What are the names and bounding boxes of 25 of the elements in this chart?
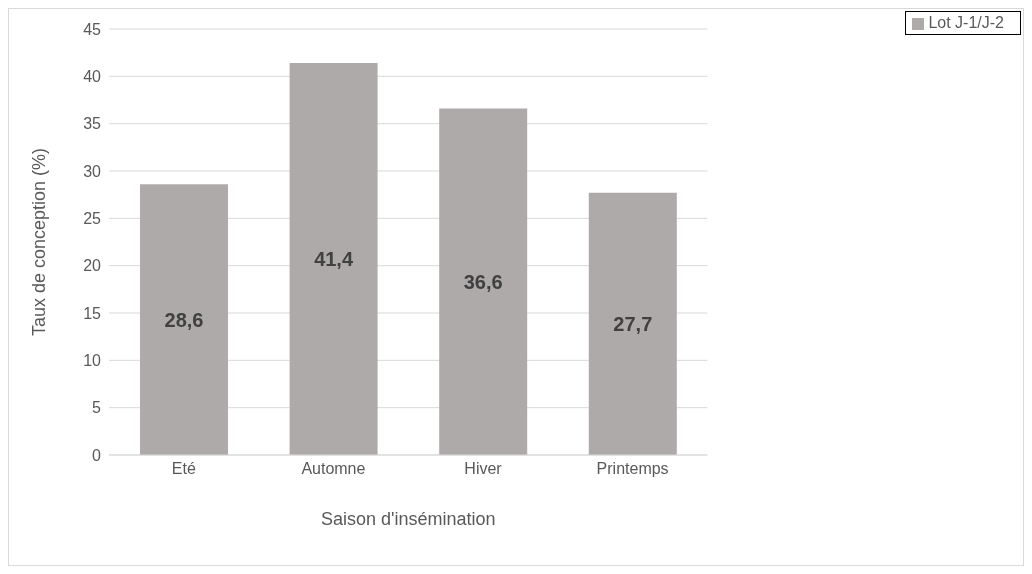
- x-axis-title: Saison d'insémination: [320, 509, 496, 529]
- y-tick-label: 10: [83, 352, 102, 370]
- bar: [439, 108, 528, 455]
- y-tick-label: 35: [83, 115, 102, 133]
- text: 36,6: [463, 270, 503, 293]
- y-tick-label: 15: [83, 304, 102, 322]
- y-tick-label: 20: [83, 257, 102, 275]
- x-tick-label: Automne: [301, 460, 366, 478]
- text: 27,7: [613, 312, 653, 335]
- y-tick-label: 30: [83, 162, 102, 180]
- text: 28,6: [164, 308, 204, 331]
- y-tick-label: 40: [83, 68, 102, 86]
- y-tick-label: 5: [92, 399, 102, 417]
- bar: [588, 192, 677, 455]
- bar: [289, 63, 378, 455]
- y-tick-label: 0: [92, 446, 102, 464]
- y-tick-label: 45: [83, 20, 102, 38]
- text: 41,4: [314, 248, 354, 271]
- y-tick-label: 25: [83, 210, 102, 228]
- legend-label: Lot J-1/J-2: [928, 14, 1004, 31]
- x-tick-label: Eté: [171, 460, 196, 478]
- x-tick-label: Hiver: [464, 460, 503, 478]
- y-axis-title: Taux de conception (%): [29, 147, 50, 337]
- x-tick-label: Printemps: [596, 460, 669, 478]
- bar: [140, 184, 228, 455]
